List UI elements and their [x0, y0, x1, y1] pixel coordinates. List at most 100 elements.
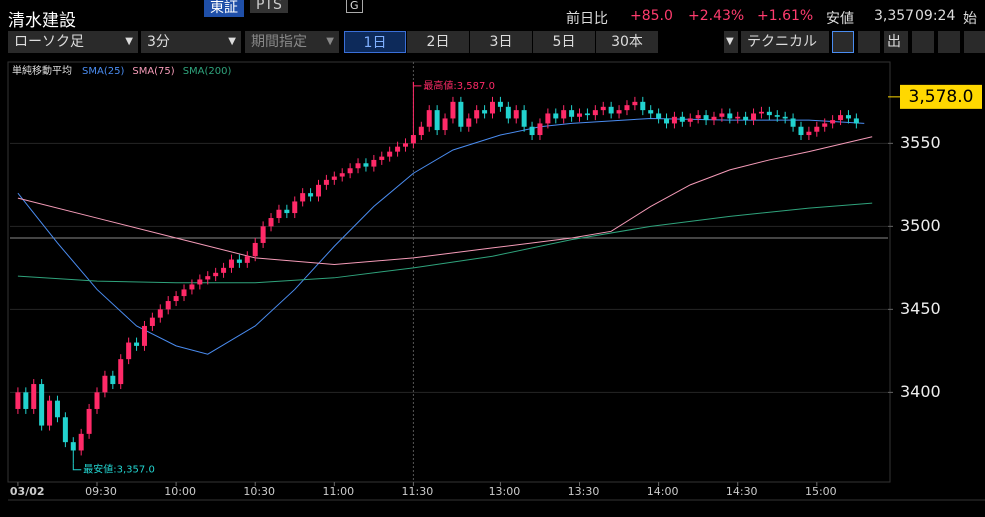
candle-body	[474, 110, 480, 119]
candle-body	[664, 118, 670, 124]
badge: G	[346, 0, 363, 13]
sma-line	[17, 117, 865, 355]
area-tool[interactable]	[912, 31, 934, 53]
x-tick-label: 03/02	[10, 485, 45, 498]
candle-body	[830, 120, 836, 124]
x-tick-label: 10:00	[164, 485, 196, 498]
dropdown[interactable]: ▼	[724, 31, 738, 53]
candle-body	[529, 126, 535, 136]
y-tick-label: 3550	[900, 133, 941, 152]
candle-body	[845, 115, 851, 119]
range-button[interactable]: 1日	[344, 31, 406, 53]
candle-body	[561, 110, 567, 119]
candle-body	[347, 168, 353, 174]
candle-body	[640, 101, 646, 111]
candle-body	[165, 301, 171, 310]
range-button[interactable]: 30本	[596, 31, 658, 53]
candle-body	[679, 116, 685, 122]
candle-body	[537, 123, 543, 136]
candle-body	[426, 110, 432, 127]
technical-button[interactable]: テクニカル	[741, 31, 829, 53]
x-tick-label: 11:30	[402, 485, 434, 498]
sma-line	[17, 136, 873, 266]
save-tool[interactable]	[938, 31, 960, 53]
candle-body	[276, 209, 282, 219]
candle-body	[798, 126, 804, 136]
candle-body	[54, 400, 60, 418]
candle-body	[774, 115, 780, 117]
candle-body	[838, 115, 844, 121]
interval-select[interactable]: 3分 ▼	[141, 31, 241, 53]
draw-tool[interactable]	[832, 31, 854, 53]
candle-body	[118, 359, 124, 385]
candle-body	[569, 110, 575, 117]
candle-body	[323, 179, 329, 185]
candle-body	[23, 392, 29, 409]
zoom-tool[interactable]	[858, 31, 880, 53]
candle-body	[853, 118, 859, 124]
candle-body	[141, 325, 147, 346]
folder-tool[interactable]	[964, 31, 985, 53]
candle-body	[292, 201, 298, 214]
candle-body	[110, 375, 116, 385]
candle-body	[363, 163, 369, 167]
candle-body	[197, 279, 203, 285]
candle-body	[616, 110, 622, 114]
candle-body	[134, 342, 140, 346]
interval: 3分	[147, 34, 170, 50]
sma-line	[17, 202, 873, 284]
candle-body	[371, 159, 377, 167]
annotation-label: 最高値:3,587.0	[423, 79, 495, 92]
candle-body	[592, 110, 598, 116]
plot-frame	[7, 61, 891, 483]
candle-body	[434, 110, 440, 131]
pts-tab[interactable]: PTS	[250, 0, 288, 13]
out-button[interactable]: 出	[884, 31, 908, 53]
candle-body	[395, 146, 401, 152]
x-tick-label: 11:00	[322, 485, 354, 498]
out: 出	[887, 34, 901, 50]
candle-body	[31, 384, 37, 409]
candle-body	[656, 113, 662, 119]
candle-body	[632, 101, 638, 106]
change-pct: +2.43%	[688, 8, 745, 24]
candle-body	[806, 131, 812, 136]
candle-body	[695, 115, 701, 119]
candle-body	[410, 135, 416, 144]
candle-body	[505, 106, 511, 119]
candle-body	[751, 113, 757, 121]
candle-body	[513, 110, 519, 119]
range-button[interactable]: 3日	[470, 31, 532, 53]
exchange-tab[interactable]: 東証	[204, 0, 244, 17]
candle-body	[300, 193, 306, 202]
period-select[interactable]: 期間指定 ▼	[245, 31, 339, 53]
y-tick-label: 3400	[900, 382, 941, 401]
x-tick-label: 10:30	[243, 485, 275, 498]
open-label: 始	[963, 11, 977, 27]
indicator-title: 単純移動平均	[12, 64, 72, 77]
low-label: 安値	[826, 11, 854, 27]
candle-body	[814, 126, 820, 132]
y-tick-label: 3500	[900, 216, 941, 235]
candle-body	[228, 259, 234, 268]
candle-body	[418, 126, 424, 136]
legend-entry: SMA(25)	[82, 66, 124, 77]
range-button[interactable]: 2日	[407, 31, 469, 53]
candle-body	[822, 123, 828, 127]
range-button[interactable]: 5日	[533, 31, 595, 53]
candle-body	[790, 118, 796, 127]
candle-body	[62, 417, 68, 443]
candle-body	[743, 116, 749, 121]
candle-body	[600, 106, 606, 111]
technical: テクニカル	[747, 34, 817, 50]
candle-body	[94, 392, 100, 409]
candle-body	[252, 242, 258, 257]
chart: 3550 3500 3450 3400 03/02 09:30 10:00 10:30 11:0…	[7, 61, 985, 501]
y-tick-label: 3450	[900, 299, 941, 318]
candle-body	[521, 110, 527, 127]
x-tick-label: 15:00	[805, 485, 837, 498]
candle-body	[553, 113, 559, 119]
chart-type-select[interactable]: ローソク足 ▼	[8, 31, 138, 53]
candle-body	[15, 392, 21, 409]
x-tick-label: 14:30	[726, 485, 758, 498]
